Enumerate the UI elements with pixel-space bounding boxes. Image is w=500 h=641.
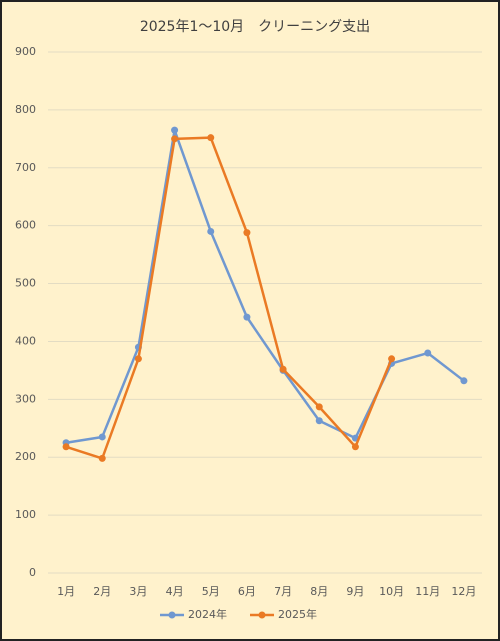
point (171, 135, 179, 143)
point (134, 355, 142, 363)
series-line (65, 128, 465, 444)
legend-label: 2024年 (188, 607, 227, 621)
x-tick-label: 7月 (274, 585, 292, 598)
chart-title: 2025年1～10月 クリーニング支出 (140, 19, 370, 35)
legend-marker (258, 611, 266, 619)
point (424, 349, 432, 357)
point (243, 313, 251, 321)
point (171, 126, 179, 134)
point (351, 443, 359, 451)
point (207, 227, 215, 235)
point (98, 454, 106, 462)
x-tick-label: 4月 (166, 585, 184, 598)
y-tick-label: 0 (29, 566, 36, 579)
y-tick-label: 400 (15, 334, 36, 347)
point (98, 433, 106, 441)
y-tick-label: 100 (15, 508, 36, 521)
legend-marker (168, 611, 176, 619)
y-tick-label: 500 (15, 277, 36, 290)
x-tick-label: 12月 (451, 585, 476, 598)
x-tick-label: 11月 (415, 585, 440, 598)
y-tick-label: 900 (15, 45, 36, 58)
point (388, 355, 396, 363)
x-tick-label: 6月 (238, 585, 256, 598)
point (460, 377, 468, 385)
y-tick-label: 600 (15, 219, 36, 232)
x-tick-label: 2月 (93, 585, 111, 598)
y-tick-label: 200 (15, 450, 36, 463)
series-line (65, 136, 393, 460)
x-tick-label: 8月 (310, 585, 328, 598)
x-tick-label: 3月 (129, 585, 147, 598)
x-tick-label: 1月 (57, 585, 75, 598)
legend-label: 2025年 (278, 607, 317, 621)
y-tick-label: 700 (15, 161, 36, 174)
y-tick-label: 800 (15, 103, 36, 116)
point (243, 229, 251, 237)
point (207, 134, 215, 142)
x-tick-label: 9月 (346, 585, 364, 598)
point (315, 403, 323, 411)
point (62, 443, 70, 451)
x-tick-label: 10月 (379, 585, 404, 598)
x-tick-label: 5月 (202, 585, 220, 598)
point (279, 365, 287, 373)
point (315, 417, 323, 425)
y-tick-label: 300 (15, 392, 36, 405)
